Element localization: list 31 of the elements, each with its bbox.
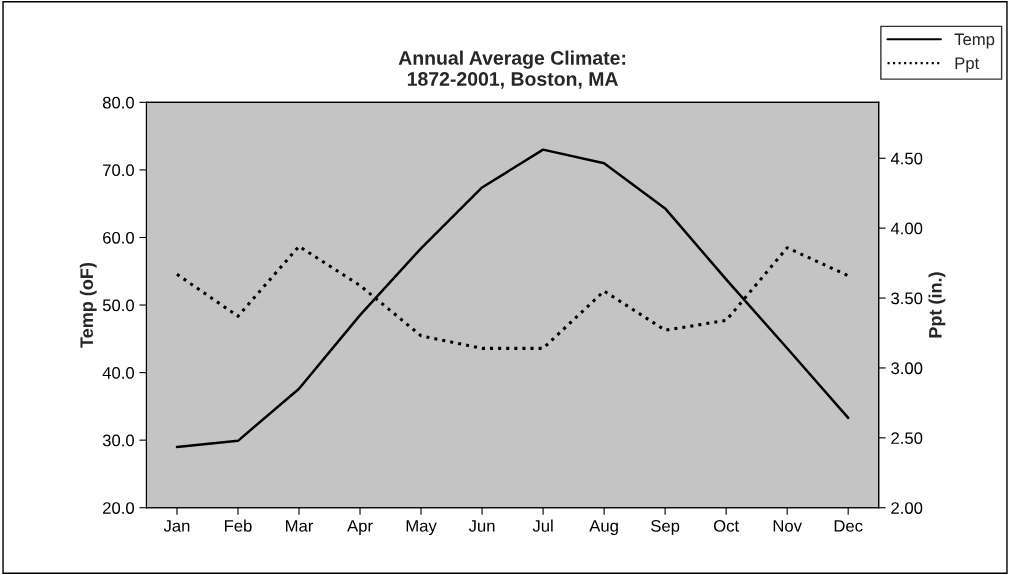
x-tick-label: Oct <box>713 519 739 532</box>
y2-tick-label: 2.50 <box>891 432 923 445</box>
y-tick-label: 60.0 <box>103 231 134 244</box>
y-tick-label: 40.0 <box>102 367 134 379</box>
x-tick-label: Apr <box>347 520 373 536</box>
y-tick-label: 70.0 <box>103 164 134 177</box>
y-tick-label: 80.0 <box>102 96 134 109</box>
x-tick-label: Jul <box>532 519 553 532</box>
x-tick-label: Sep <box>651 519 680 536</box>
y2-tick-label: 4.50 <box>890 152 923 165</box>
x-tick-label: Dec <box>834 520 863 532</box>
y-tick-label: 30.0 <box>102 434 134 447</box>
y2-tick-label: 3.00 <box>891 362 923 375</box>
y-tick-label: 20.0 <box>103 502 134 514</box>
x-tick-label: Aug <box>589 520 618 536</box>
y-axis-title: Temp (oF) <box>79 262 97 348</box>
legend-label: Ppt <box>955 57 980 73</box>
y2-tick-label: 3.50 <box>891 292 923 305</box>
y-tick-label: 50.0 <box>102 299 134 312</box>
y2-tick-label: 4.00 <box>890 222 923 235</box>
legend-label: Temp <box>954 33 995 49</box>
x-tick-label: Feb <box>224 519 252 532</box>
x-tick-label: Mar <box>286 520 314 532</box>
x-tick-label: Jun <box>468 520 495 532</box>
chart-title: Annual Average Climate: 1872-2001, Boston, MA <box>398 50 626 89</box>
x-tick-label: Nov <box>773 520 802 532</box>
x-tick-label: Jan <box>163 520 190 532</box>
line-series <box>175 148 850 449</box>
y2-tick-label: 2.00 <box>891 502 923 514</box>
x-tick-label: May <box>406 520 437 536</box>
y2-axis-title: Ppt (in.) <box>928 272 946 338</box>
